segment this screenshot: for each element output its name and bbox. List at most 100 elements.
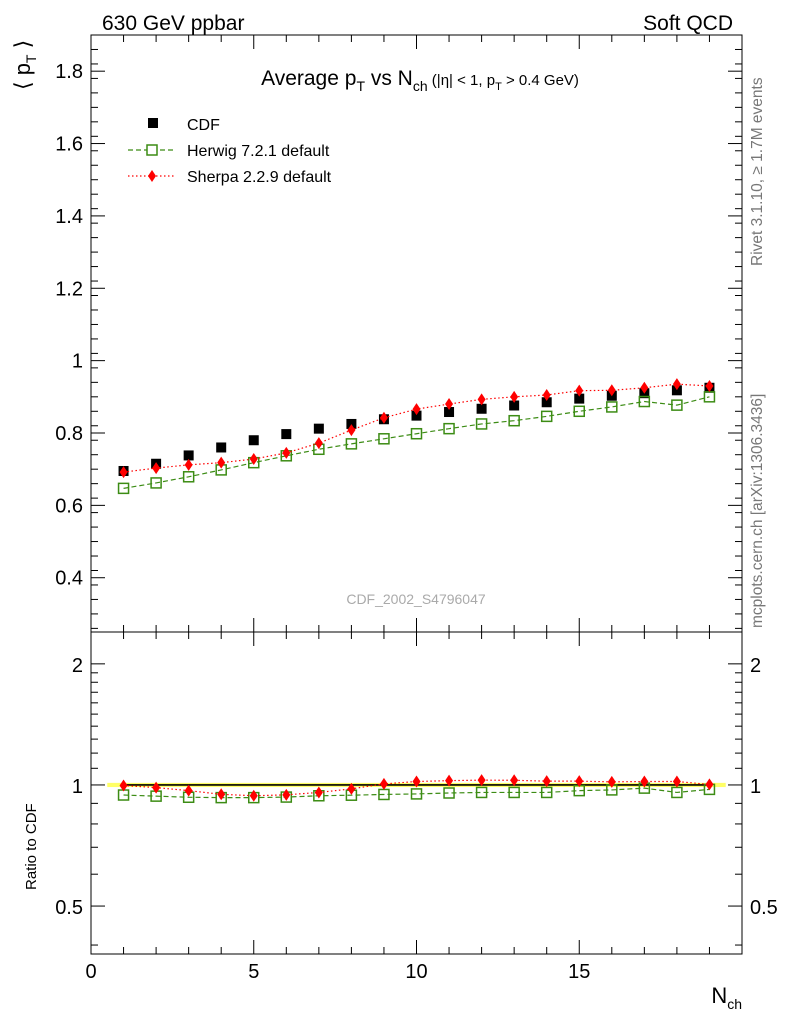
ratio-y-tick-label-right: 0.5 <box>750 897 778 919</box>
main-point-sherpa <box>217 456 226 469</box>
main-point-sherpa <box>119 466 128 479</box>
ratio-point-sherpa <box>705 778 714 791</box>
title-vs: vs N <box>365 67 413 90</box>
ratio-point-sherpa <box>607 775 616 788</box>
y-tick-label: 1.4 <box>55 206 83 228</box>
ratio-point-sherpa <box>282 788 291 801</box>
ratio-point-sherpa <box>184 784 193 797</box>
ratio-point-herwig <box>475 786 488 799</box>
main-point-herwig <box>573 405 585 418</box>
title-vs-sub: ch <box>413 78 428 94</box>
main-point-sherpa <box>575 384 584 397</box>
main-point-cdf <box>671 385 682 396</box>
ratio-point-sherpa <box>347 782 356 795</box>
main-point-herwig <box>671 399 683 411</box>
x-axis-label-sub: ch <box>727 996 742 1012</box>
main-point-cdf <box>476 403 487 414</box>
main-point-herwig <box>638 395 651 408</box>
y-tick-label: 1.2 <box>55 278 83 300</box>
legend-label-herwig: Herwig 7.2.1 default <box>187 143 330 160</box>
main-point-sherpa <box>672 378 681 391</box>
main-point-herwig <box>117 482 130 495</box>
ratio-point-herwig <box>443 787 455 799</box>
title-cut-sub: T <box>495 81 502 93</box>
mcplots-credit-text: mcplots.cern.ch [arXiv:1306.3436] <box>749 394 766 628</box>
title-cut-close: > 0.4 GeV) <box>502 72 579 89</box>
main-point-herwig <box>606 401 618 413</box>
x-tick-label: 5 <box>248 961 259 983</box>
main-point-cdf <box>248 435 259 446</box>
y-axis-label-main: ⟨ p <box>10 63 35 90</box>
ratio-point-herwig <box>508 786 520 799</box>
main-point-cdf <box>281 429 292 440</box>
main-point-herwig <box>182 471 195 483</box>
ratio-panel: Ratio to CDF 0.5 0.5 1 1 2 2 0 5 10 15 <box>23 631 778 983</box>
main-point-cdf <box>541 397 552 408</box>
main-point-sherpa <box>412 403 421 416</box>
ratio-y-tick-label-left: 1 <box>72 776 83 798</box>
main-panel: Average pT vs Nch (|η| < 1, pT > 0.4 GeV… <box>10 34 743 633</box>
ratio-point-sherpa <box>314 786 323 799</box>
main-point-sherpa <box>542 389 551 402</box>
y-tick-label: 1.6 <box>55 134 83 156</box>
y-tick-label: 1 <box>72 351 83 373</box>
y-tick-label: 0.6 <box>55 495 83 517</box>
ratio-point-sherpa <box>510 774 519 787</box>
main-point-cdf <box>313 423 324 434</box>
y-tick-label: 0.8 <box>55 423 83 445</box>
ratio-point-sherpa <box>640 775 649 788</box>
header-right: Soft QCD <box>643 12 733 35</box>
ratio-point-sherpa <box>477 774 486 787</box>
ratio-point-sherpa <box>119 779 128 792</box>
x-tick-label: 0 <box>85 961 96 983</box>
main-point-sherpa <box>445 398 454 411</box>
ratio-point-sherpa <box>542 775 551 788</box>
main-point-sherpa <box>510 390 519 403</box>
rivet-version-text: Rivet 3.1.10, ≥ 1.7M events <box>749 77 766 266</box>
main-line-herwig <box>123 396 710 489</box>
ratio-y-tick-label-left: 2 <box>72 655 83 677</box>
main-point-herwig <box>150 477 162 489</box>
ratio-y-tick-label-left: 0.5 <box>55 897 83 919</box>
ratio-y-tick-label-right: 2 <box>750 655 761 677</box>
ratio-point-herwig <box>540 786 553 799</box>
main-point-sherpa <box>152 462 161 475</box>
main-point-cdf <box>444 407 455 418</box>
main-point-sherpa <box>640 381 649 394</box>
ratio-point-sherpa <box>217 788 226 801</box>
legend-marker-herwig <box>146 144 158 156</box>
title-cut-open: (|η| < 1, p <box>428 72 495 89</box>
legend-marker-cdf <box>148 118 158 128</box>
main-plot-title: Average pT vs Nch (|η| < 1, pT > 0.4 GeV… <box>261 67 579 94</box>
y-axis-label-close: ⟩ <box>10 40 35 55</box>
main-point-herwig <box>345 438 358 450</box>
legend: CDF Herwig 7.2.1 default Sherpa 2.2.9 de… <box>128 117 332 186</box>
ratio-point-sherpa <box>379 777 388 790</box>
y-tick-label: 0.4 <box>55 568 83 590</box>
main-point-sherpa <box>477 393 486 406</box>
main-point-herwig <box>475 418 488 430</box>
main-point-herwig <box>540 410 553 423</box>
main-point-cdf <box>411 410 422 421</box>
x-axis-label-main: N <box>711 983 727 1008</box>
ratio-y-tick-label-right: 1 <box>750 776 761 798</box>
ratio-point-sherpa <box>575 775 584 788</box>
ratio-point-sherpa <box>249 789 258 802</box>
legend-entry-herwig: Herwig 7.2.1 default <box>128 143 330 160</box>
title-main: Average p <box>261 67 356 90</box>
legend-marker-sherpa <box>148 170 156 182</box>
main-point-herwig <box>443 422 455 435</box>
main-point-herwig <box>410 427 423 440</box>
main-point-cdf <box>346 418 357 429</box>
y-axis-label-sub: T <box>23 54 39 63</box>
legend-label-sherpa: Sherpa 2.2.9 default <box>187 169 332 186</box>
main-point-cdf <box>509 400 520 411</box>
x-tick-label: 10 <box>405 961 427 983</box>
ratio-point-sherpa <box>412 775 421 788</box>
header-left: 630 GeV ppbar <box>102 12 244 35</box>
analysis-watermark: CDF_2002_S4796047 <box>346 591 486 607</box>
ratio-point-sherpa <box>152 781 161 794</box>
main-point-cdf <box>216 442 227 453</box>
x-axis-label: Nch <box>711 983 742 1012</box>
